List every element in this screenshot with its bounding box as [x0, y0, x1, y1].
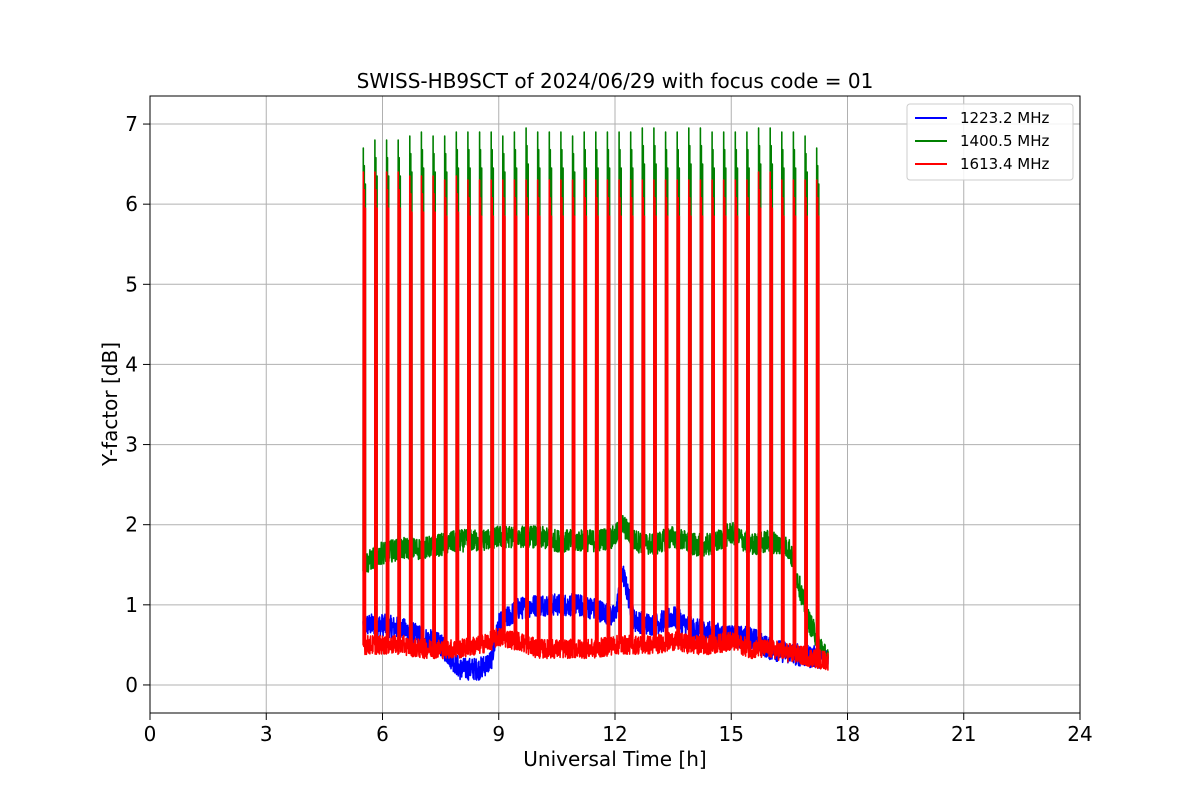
legend-label-1613: 1613.4 MHz: [960, 155, 1049, 173]
y-tick-label: 6: [125, 192, 138, 216]
series-line-1613: [362, 171, 829, 671]
x-tick-label: 24: [1067, 722, 1092, 746]
x-tick-label: 18: [835, 722, 860, 746]
x-tick-label: 9: [492, 722, 505, 746]
y-axis-label: Y-factor [dB]: [98, 342, 122, 467]
legend-label-1400: 1400.5 MHz: [960, 132, 1049, 150]
x-axis-label: Universal Time [h]: [523, 747, 706, 771]
y-tick-label: 3: [125, 433, 138, 457]
x-tick-label: 15: [719, 722, 744, 746]
y-tick-label: 5: [125, 272, 138, 296]
y-tick-label: 0: [125, 673, 138, 697]
y-tick-label: 7: [125, 112, 138, 136]
x-tick-label: 3: [260, 722, 273, 746]
y-tick-label: 4: [125, 352, 138, 376]
legend-box: [906, 103, 1074, 181]
x-tick-label: 21: [951, 722, 976, 746]
x-tick-label: 12: [602, 722, 627, 746]
x-tick-label: 0: [144, 722, 157, 746]
legend-label-1223: 1223.2 MHz: [960, 109, 1049, 127]
y-tick-label: 1: [125, 593, 138, 617]
series-layer: [362, 127, 829, 681]
y-tick-label: 2: [125, 513, 138, 537]
chart-title: SWISS-HB9SCT of 2024/06/29 with focus co…: [357, 69, 874, 93]
x-tick-label: 6: [376, 722, 389, 746]
legend: 1223.2 MHz 1400.5 MHz 1613.4 MHz: [906, 103, 1074, 181]
